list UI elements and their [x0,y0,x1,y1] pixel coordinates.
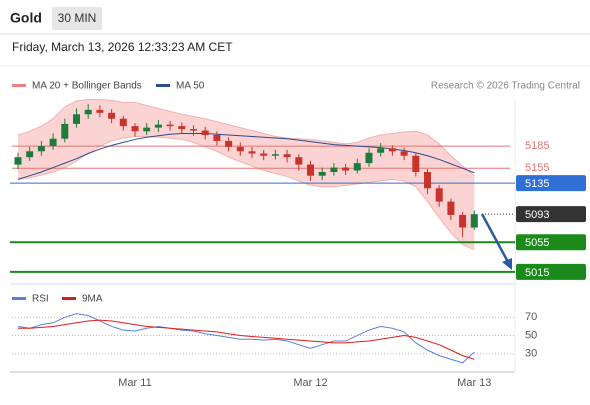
x-tick-label: Mar 11 [118,377,151,389]
candle-body [61,123,69,139]
candle-body [283,154,291,158]
y-tick-label: 30 [525,348,537,360]
level-label: 5055 [525,237,549,249]
rsi-panel: 30 50 70 RSI 9MA [12,294,537,364]
instrument: Gold [10,10,42,26]
candle-body [26,151,34,158]
candle-body [307,164,314,176]
candle-body [154,124,162,128]
candle-body [166,124,174,127]
candle-body [330,167,338,172]
candle-body [84,109,92,115]
candle-body [388,148,396,152]
candle-body [248,151,256,154]
level-label: 5093 [525,209,549,221]
x-tick-label: Mar 13 [457,377,491,389]
level-label: 5155 [525,162,549,174]
legend-swatch [12,84,26,87]
candle-body [412,155,420,172]
candle-body [377,148,385,153]
candle-body [96,109,104,113]
level-box [516,206,586,223]
candle-body [271,154,279,156]
band-upper [17,98,475,177]
candle-body [470,214,478,228]
candle-body [236,146,244,152]
legend-label: RSI [32,294,49,305]
level-label: 5185 [525,140,549,152]
candle-body [119,118,127,127]
candle-body [400,151,408,156]
forecast-arrowhead [502,258,512,270]
forecast-arrow [480,213,510,263]
legend-label: 9MA [82,294,103,305]
candle-body [318,172,326,176]
legend-swatch [12,297,26,300]
candle-body [131,126,139,132]
legend-label: MA 50 [176,81,205,92]
candle-body [459,214,467,228]
candle-body [225,140,233,147]
x-tick-label: Mar 12 [293,377,327,389]
candle-body [143,127,151,132]
candle-body [73,114,80,124]
candle-body [190,129,197,131]
candle-body [365,152,373,164]
candle-body [108,112,116,119]
level-label: 5015 [525,267,549,279]
candle-body [213,135,221,141]
price-panel: 5185 5155 5135 5093 5055 5015 [10,98,586,280]
timeframe[interactable]: 30 MIN [58,11,97,25]
legend-label: MA 20 + Bollinger Bands [32,81,142,92]
level-label: 5135 [525,178,549,190]
y-tick-label: 70 [525,311,537,323]
candle-body [14,157,22,165]
candle-body [178,126,186,130]
candle-body [295,157,303,165]
candle-body [201,130,209,135]
candle-body [342,167,350,171]
candle-body [424,172,431,189]
legend-swatch [156,84,170,87]
candle-body [435,188,443,202]
rsi-line [18,319,475,360]
source: Research © 2026 Trading Central [431,81,580,92]
timestamp: Friday, March 13, 2026 12:33:23 AM CET [12,40,233,54]
candle-body [260,153,268,156]
ma50-line [17,133,475,180]
candle-body [49,138,57,147]
level-box [516,234,586,251]
level-box [516,175,586,192]
candle-body [37,146,45,152]
timeframe-button[interactable] [52,7,102,30]
level-box [516,263,586,280]
candle-body [447,201,455,215]
legend-swatch [62,297,76,300]
band-lower [17,135,475,251]
rsi-line [17,313,475,364]
y-tick-label: 50 [525,329,537,341]
candle-body [353,163,361,171]
